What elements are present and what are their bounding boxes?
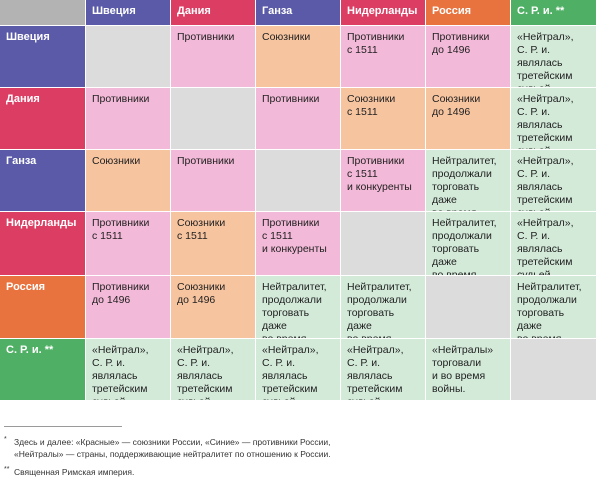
table-cell: Союзники до 1496 (171, 276, 255, 338)
column-header: Дания (171, 0, 255, 25)
table-cell: Противники (171, 150, 255, 211)
row-header: С. Р. и. ** (0, 339, 85, 400)
table-corner (0, 0, 85, 25)
table-cell (341, 212, 425, 275)
table-cell: Противники с 1511 (341, 26, 425, 87)
table-cell: Союзники (86, 150, 170, 211)
table-cell: Противники с 1511 (86, 212, 170, 275)
row-header: Россия (0, 276, 85, 338)
table-cell: Противники с 1511 и конкуренты (256, 212, 340, 275)
table-cell: Союзники с 1511 (341, 88, 425, 149)
table-cell: «Нейтрал», С. Р. и. являлась третейским … (511, 212, 596, 275)
table-cell: «Нейтрал», С. Р. и. являлась третейским … (256, 339, 340, 400)
table-cell (426, 276, 510, 338)
row-header: Нидерланды (0, 212, 85, 275)
table-cell: «Нейтрал», С. Р. и. являлась третейским … (511, 150, 596, 211)
table-cell: Нейтралитет, продолжали торговать даже в… (256, 276, 340, 338)
table-cell: «Нейтрал», С. Р. и. являлась третейским … (511, 26, 596, 87)
table-cell: Союзники с 1511 (171, 212, 255, 275)
table-cell: Противники (171, 26, 255, 87)
table-cell: «Нейтрал», С. Р. и. являлась третейским … (86, 339, 170, 400)
table-cell: Союзники до 1496 (426, 88, 510, 149)
table-cell: Нейтралитет, продолжали торговать даже в… (426, 212, 510, 275)
table-cell: Противники до 1496 (86, 276, 170, 338)
table-cell: «Нейтрал», С. Р. и. являлась третейским … (341, 339, 425, 400)
table-cell: Нейтралитет, продолжали торговать даже в… (341, 276, 425, 338)
table-cell: Противники до 1496 (426, 26, 510, 87)
column-header: Швеция (86, 0, 170, 25)
table-cell (256, 150, 340, 211)
row-header: Ганза (0, 150, 85, 211)
table-cell: Противники с 1511 и конкуренты (341, 150, 425, 211)
table-cell: Нейтралитет, продолжали торговать даже в… (511, 276, 596, 338)
table-cell: «Нейтралы» торговали и во время войны. (426, 339, 510, 400)
table-cell (171, 88, 255, 149)
row-header: Дания (0, 88, 85, 149)
footnote-text: Священная Римская империя. (14, 467, 135, 477)
column-header: Россия (426, 0, 510, 25)
table-cell (511, 339, 596, 400)
footnote-text: Здесь и далее: «Красные» — союзники Росс… (14, 437, 331, 459)
relations-table: Швеция Дания Ганза Нидерланды Россия С. Р. и.… (0, 0, 596, 400)
table-cell: Нейтралитет, продолжали торговать даже в… (426, 150, 510, 211)
table-cell: Противники (256, 88, 340, 149)
table-cell: «Нейтрал», С. Р. и. являлась третейским … (171, 339, 255, 400)
footnote-rule (4, 426, 122, 427)
column-header: С. Р. и. ** (511, 0, 596, 25)
column-header: Ганза (256, 0, 340, 25)
table-cell: «Нейтрал», С. Р. и. являлась третейским … (511, 88, 596, 149)
footnote-mark: * (4, 436, 7, 443)
footnote-mark: ** (4, 466, 10, 473)
column-header: Нидерланды (341, 0, 425, 25)
row-header: Швеция (0, 26, 85, 87)
table-cell (86, 26, 170, 87)
table-cell: Противники (86, 88, 170, 149)
table-cell: Союзники (256, 26, 340, 87)
